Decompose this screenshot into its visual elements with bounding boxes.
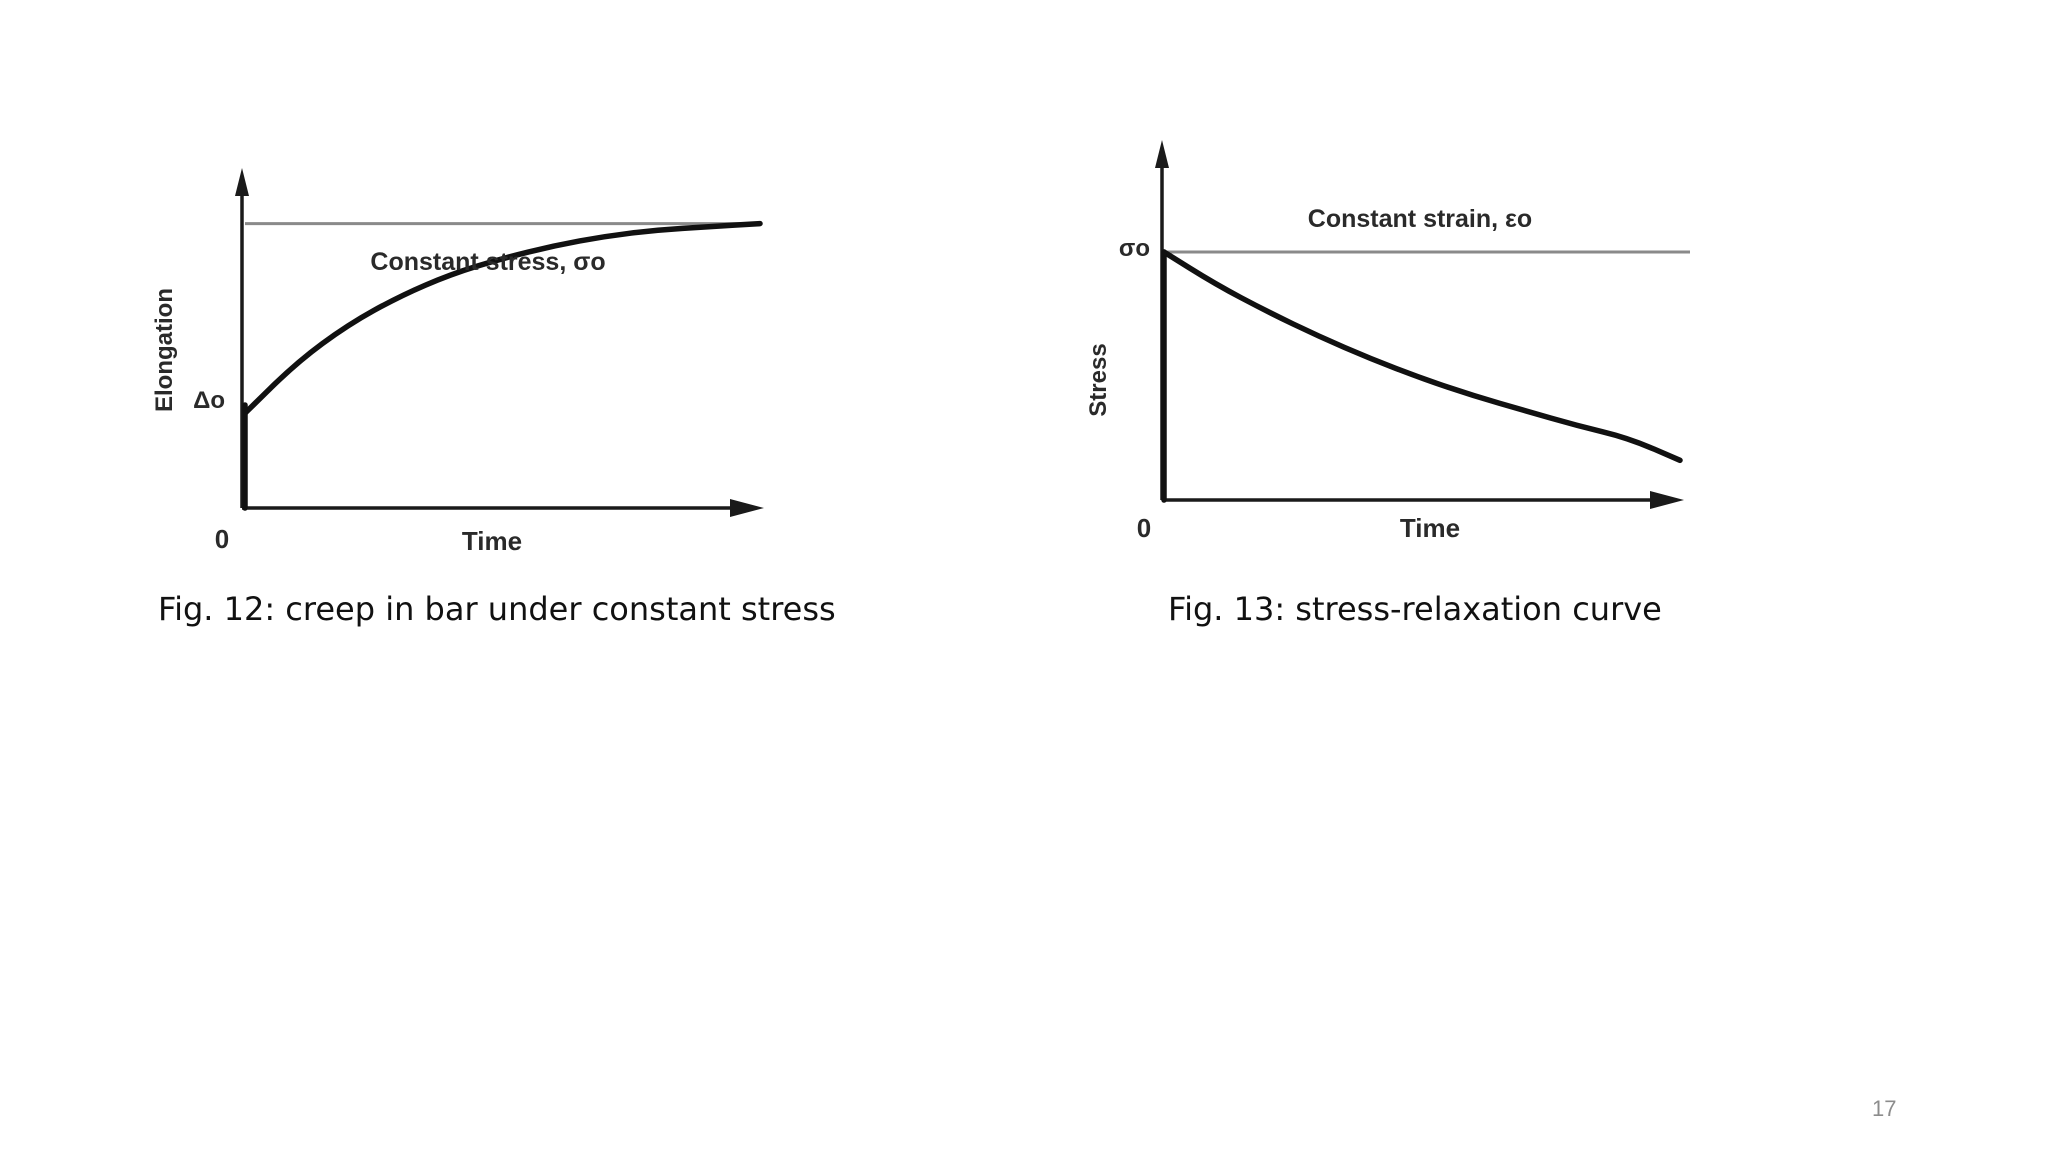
- y-axis-label: Stress: [1085, 343, 1112, 416]
- y-axis-arrow: [1155, 140, 1169, 168]
- fig12-caption: Fig. 12: creep in bar under constant str…: [158, 590, 836, 628]
- series-curve: [242, 220, 763, 416]
- reference-line-label: Constant stress, σo: [370, 248, 605, 276]
- y-axis-label: Elongation: [151, 288, 178, 412]
- x-axis-label: Time: [462, 526, 522, 556]
- sigma-o-label: σo: [1119, 235, 1150, 262]
- x-origin-label: 0: [215, 524, 229, 554]
- x-origin-label: 0: [1137, 513, 1151, 543]
- delta-o-label: Δo: [193, 387, 225, 414]
- fig13-caption: Fig. 13: stress-relaxation curve: [1168, 590, 1662, 628]
- series-curve: [1161, 249, 1683, 464]
- x-axis-arrow: [730, 499, 764, 517]
- x-axis-label: Time: [1400, 513, 1460, 543]
- y-axis-arrow: [235, 168, 249, 196]
- x-axis-arrow: [1650, 491, 1684, 509]
- reference-line-label: Constant strain, εo: [1308, 205, 1532, 233]
- page-number: 17: [1872, 1096, 1897, 1121]
